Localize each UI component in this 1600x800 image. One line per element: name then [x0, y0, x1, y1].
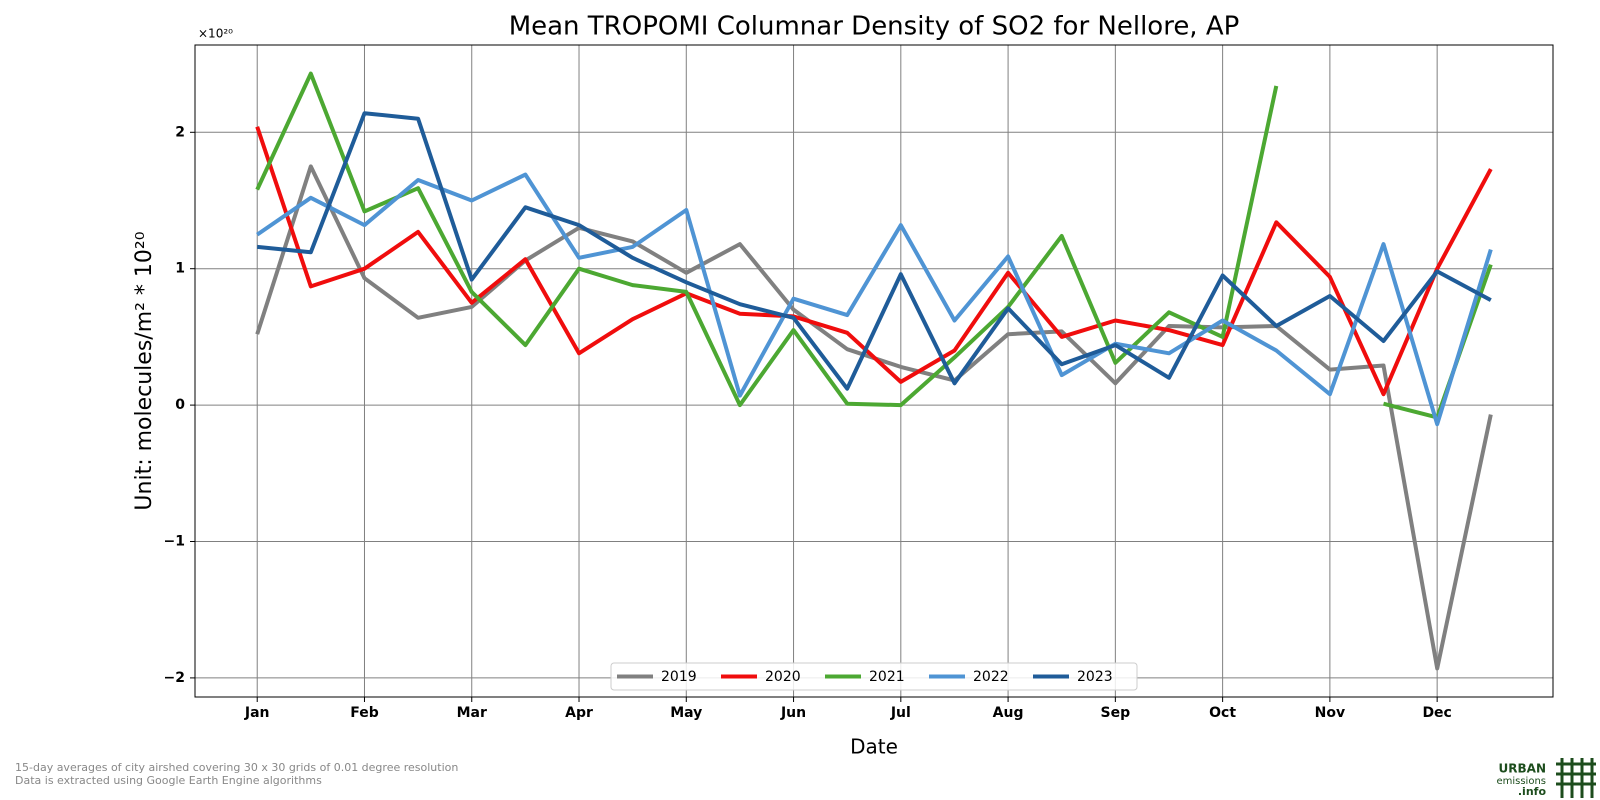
plot-frame: [194, 44, 1554, 698]
logo-text: URBAN: [1499, 762, 1546, 776]
legend-label: 2019: [661, 669, 697, 685]
legend-label: 2021: [869, 669, 905, 685]
offset-text: ×10²⁰: [198, 27, 233, 41]
legend-label: 2022: [973, 669, 1009, 685]
x-tick-label: Sep: [1101, 705, 1131, 721]
legend-box: [610, 662, 1138, 691]
y-tick-label: −2: [164, 670, 185, 686]
footnote: 15-day averages of city airshed covering…: [15, 761, 458, 774]
x-tick-label: Oct: [1209, 705, 1236, 721]
y-tick-label: 0: [175, 397, 185, 413]
x-tick-label: Dec: [1422, 705, 1451, 721]
x-tick-label: Jan: [244, 705, 270, 721]
series-line: [256, 111, 1492, 391]
logo: URBAN emissions .info: [1496, 758, 1596, 798]
logo-grid: [1556, 758, 1596, 798]
x-tick-label: Apr: [565, 705, 593, 721]
x-tick-label: Jul: [890, 705, 911, 721]
y-tick-label: 2: [175, 124, 185, 140]
series-line: [256, 172, 1493, 427]
chart-title: Mean TROPOMI Columnar Density of SO2 for…: [509, 12, 1240, 42]
x-tick-label: Aug: [993, 705, 1024, 721]
logo-text: .info: [1518, 785, 1547, 798]
logo-text: emissions: [1496, 776, 1546, 787]
legend: 2019 2020 2021 2022 2023: [610, 662, 1138, 691]
footnote: Data is extracted using Google Earth Eng…: [15, 774, 322, 787]
x-axis-label: Date: [850, 735, 898, 759]
y-tick-label: 1: [175, 261, 185, 277]
x-tick-label: May: [670, 705, 702, 721]
x-tick-label: Nov: [1315, 705, 1345, 721]
y-axis-label: Unit: molecules/m² * 10²⁰: [132, 231, 157, 510]
legend-label: 2020: [765, 669, 801, 685]
x-tick-label: Feb: [350, 705, 379, 721]
series-line: [255, 126, 1493, 397]
x-tick-label: Mar: [457, 705, 487, 721]
y-tick-label: −1: [164, 534, 185, 550]
legend-label: 2023: [1077, 669, 1113, 685]
x-tick-label: Jun: [780, 705, 806, 721]
